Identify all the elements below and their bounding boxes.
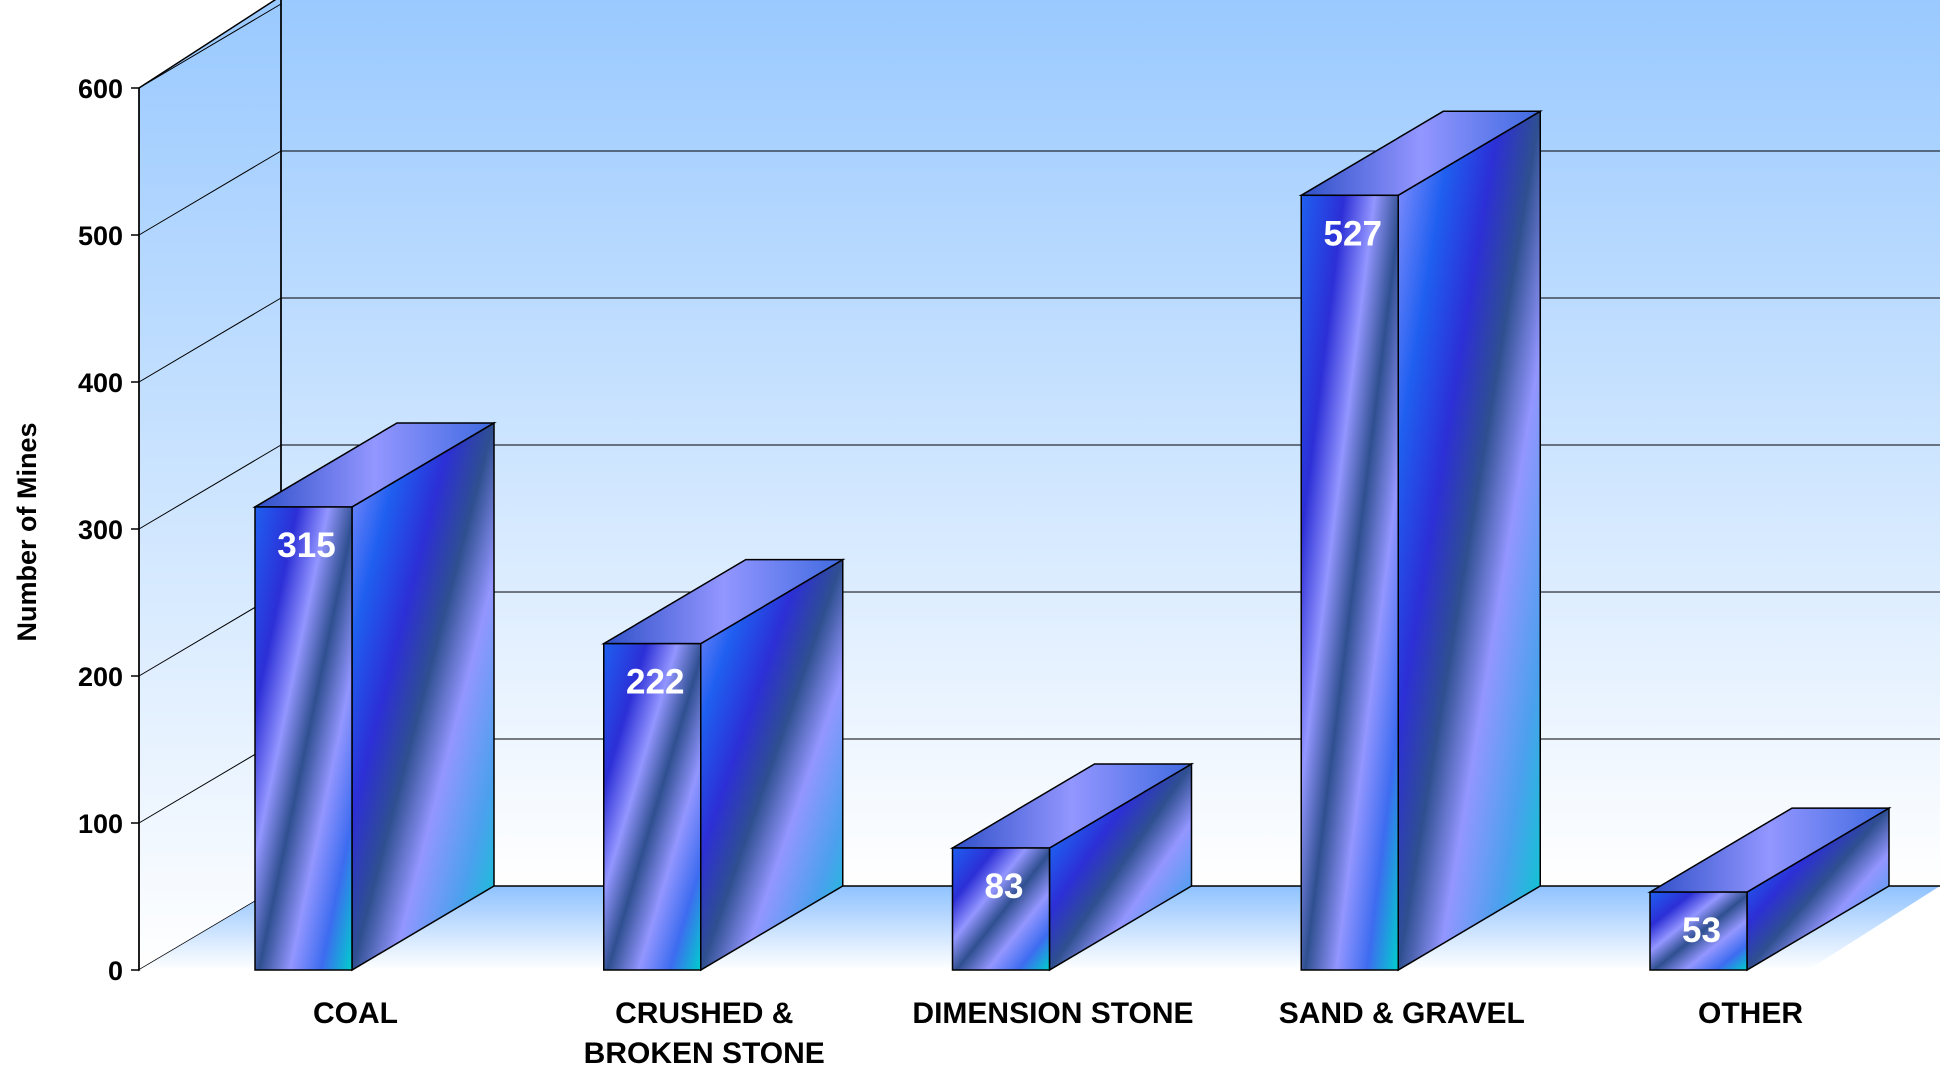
bar: 527 <box>1298 109 1543 972</box>
y-axis-label: Number of Mines <box>12 422 42 641</box>
y-tick-label: 400 <box>78 368 123 398</box>
bar-side <box>351 421 495 972</box>
bar-face <box>254 506 353 971</box>
data-label: 53 <box>1682 911 1721 950</box>
x-category-label: BROKEN STONE <box>584 1037 825 1067</box>
plot-frame <box>138 0 1940 972</box>
y-tick-label: 600 <box>78 74 123 104</box>
gridline-side <box>138 3 282 89</box>
gridline-side <box>138 297 282 383</box>
gridline-side <box>138 150 282 236</box>
data-label: 315 <box>277 526 335 565</box>
y-tick-label: 200 <box>78 662 123 692</box>
data-label: 527 <box>1324 214 1382 253</box>
bar: 222 <box>601 558 846 972</box>
x-category-label: COAL <box>313 997 398 1030</box>
x-category-label: CRUSHED & <box>615 997 793 1030</box>
gridlines <box>138 3 1940 824</box>
bar: 315 <box>252 421 497 972</box>
bar-face <box>951 847 1051 971</box>
x-category-label: OTHER <box>1698 997 1803 1030</box>
x-axis: COAL CRUSHED & BROKEN STONE DIMENSION STONE… <box>313 997 1803 1067</box>
bar: 83 <box>949 762 1195 972</box>
bar: 53 <box>1647 806 1892 972</box>
back-wall <box>281 0 1940 886</box>
bar-face <box>603 642 702 971</box>
y-axis: 0 100 200 300 400 500 600 <box>78 74 140 986</box>
gridline-side <box>138 444 282 530</box>
y-tick-label: 300 <box>78 515 123 545</box>
x-category-label: DIMENSION STONE <box>912 997 1193 1030</box>
bar-face <box>1649 891 1748 971</box>
data-label: 222 <box>626 663 684 702</box>
y-tick-label: 0 <box>108 956 123 986</box>
data-label: 83 <box>985 867 1024 906</box>
y-tick-label: 500 <box>78 221 123 251</box>
y-tick-label: 100 <box>78 809 123 839</box>
x-category-label: SAND & GRAVEL <box>1279 997 1525 1030</box>
bars: 315 222 83 527 53 <box>252 109 1892 972</box>
bar-side <box>1397 109 1541 972</box>
bar-face <box>1300 194 1399 971</box>
